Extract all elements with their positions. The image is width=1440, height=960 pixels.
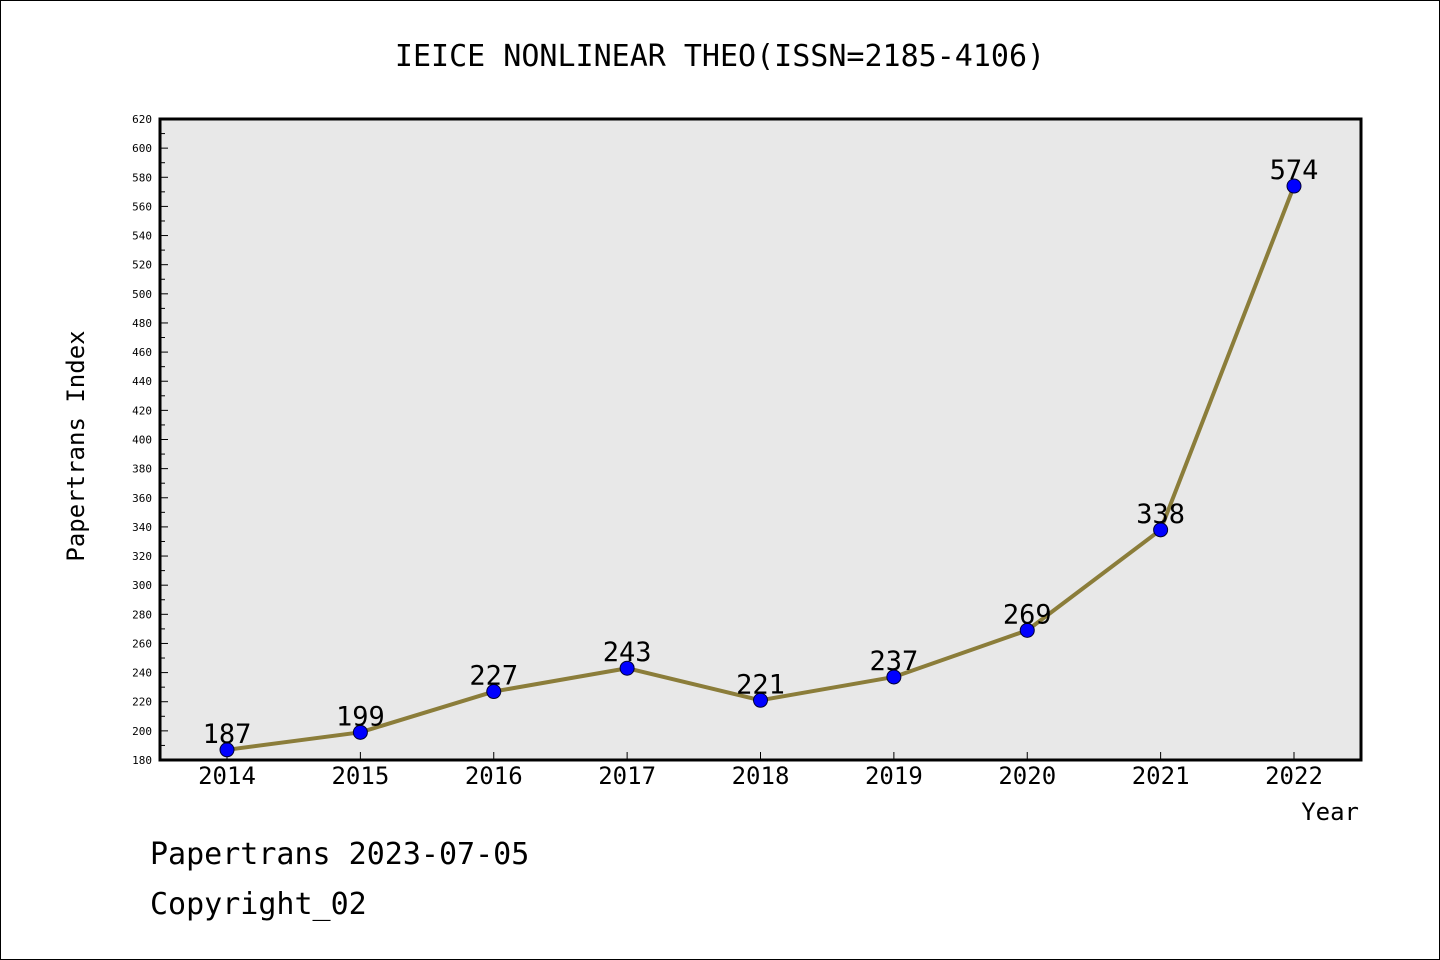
x-tick-label: 2021	[1132, 762, 1190, 790]
data-label-group: 187 199 227 243 221 237 269 338 574	[203, 155, 1319, 750]
data-label: 199	[336, 701, 385, 732]
x-tick-label: 2015	[331, 762, 389, 790]
y-tick-label: 320	[132, 550, 152, 563]
x-axis-label: Year	[1301, 798, 1359, 826]
data-point	[753, 692, 768, 708]
x-tick-label: 2019	[865, 762, 923, 790]
x-tick-label: 2020	[998, 762, 1056, 790]
y-tick-label: 520	[132, 259, 152, 272]
y-tick-label: 500	[132, 288, 152, 301]
data-label: 187	[203, 719, 252, 750]
y-tick-label: 240	[132, 667, 152, 680]
data-label: 243	[603, 637, 652, 668]
y-tick-label: 300	[132, 579, 152, 592]
y-axis: 180 200 220 240 260 280 300 320 340 360 380 400 420 4…	[132, 113, 168, 767]
data-label: 574	[1270, 155, 1319, 186]
y-tick-label: 340	[132, 521, 152, 534]
y-tick-label: 460	[132, 346, 152, 359]
data-label: 221	[736, 669, 785, 700]
data-point	[219, 742, 235, 758]
chart-title: IEICE NONLINEAR THEO(ISSN=2185-4106)	[395, 39, 1045, 74]
y-tick-label: 360	[132, 492, 152, 505]
data-label: 227	[469, 661, 518, 692]
data-point	[486, 684, 502, 700]
x-tick-label: 2014	[198, 762, 256, 790]
y-tick-label: 480	[132, 317, 152, 330]
data-point	[886, 669, 902, 685]
data-label: 237	[869, 646, 918, 677]
footer-date: Papertrans 2023-07-05	[150, 837, 529, 872]
y-tick-label: 260	[132, 637, 152, 650]
y-tick-label: 400	[132, 434, 152, 447]
data-point	[352, 724, 368, 740]
y-tick-label: 540	[132, 230, 152, 243]
data-label: 269	[1003, 599, 1052, 630]
footer-copyright: Copyright_02	[150, 887, 367, 922]
y-tick-label: 580	[132, 171, 152, 184]
x-tick-label: 2018	[732, 762, 790, 790]
data-point	[1153, 522, 1169, 538]
data-point	[1019, 622, 1035, 638]
x-tick-label: 2022	[1265, 762, 1323, 790]
y-tick-label: 600	[132, 142, 152, 155]
y-tick-label: 440	[132, 375, 152, 388]
x-tick-label: 2016	[465, 762, 523, 790]
data-point	[1286, 178, 1302, 194]
y-tick-label: 560	[132, 200, 152, 213]
y-tick-label: 420	[132, 404, 152, 417]
y-tick-label: 220	[132, 696, 152, 709]
y-tick-label: 200	[132, 725, 152, 738]
x-axis: 2014 2015 2016 2017 2018 2019 2020 2021 2022	[198, 752, 1323, 790]
y-tick-label: 620	[132, 113, 152, 126]
marker-group	[219, 178, 1302, 758]
y-axis-label: Papertrans Index	[62, 330, 90, 561]
data-label: 338	[1136, 499, 1185, 530]
data-point	[619, 660, 635, 676]
y-tick-label: 180	[132, 754, 152, 767]
x-tick-label: 2017	[598, 762, 656, 790]
plot-area	[158, 117, 1363, 762]
y-tick-label: 380	[132, 463, 152, 476]
y-tick-label: 280	[132, 608, 152, 621]
